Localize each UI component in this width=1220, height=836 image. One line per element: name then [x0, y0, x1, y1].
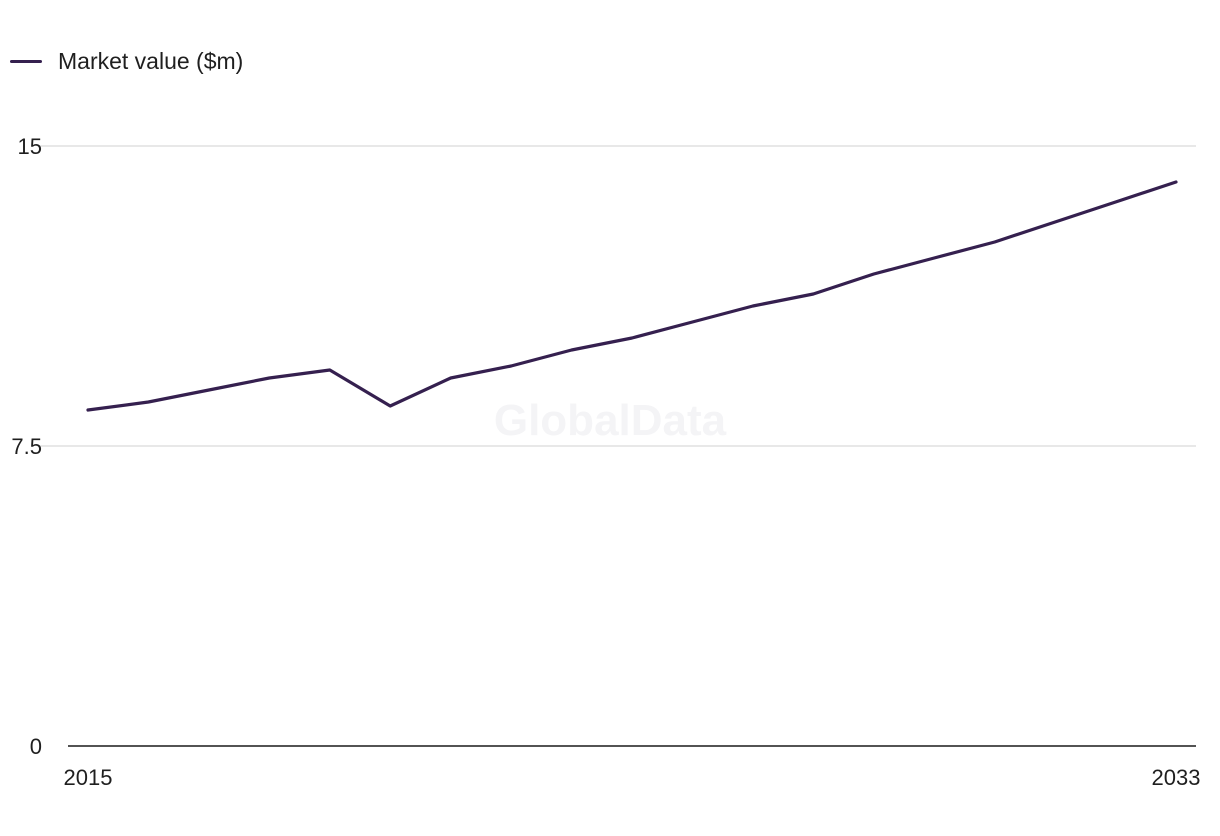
data-point	[993, 241, 996, 244]
data-point	[207, 389, 210, 392]
data-point	[268, 377, 271, 380]
data-point	[1175, 181, 1178, 184]
data-point	[570, 349, 573, 352]
data-point	[1054, 221, 1057, 224]
data-point	[87, 409, 90, 412]
x-tick-label: 2033	[1152, 765, 1201, 790]
series-layer	[86, 180, 1178, 412]
series-line	[86, 180, 1178, 412]
legend-swatch	[10, 59, 42, 63]
data-point	[933, 257, 936, 260]
data-point	[389, 405, 392, 408]
x-tick-label: 2015	[64, 765, 113, 790]
y-tick-label: 0	[30, 734, 42, 759]
data-point	[631, 337, 634, 340]
label-layer: 0 7.5 15 2015 2033	[11, 134, 1200, 790]
y-tick-label: 15	[18, 134, 42, 159]
y-tick-label: 7.5	[11, 434, 42, 459]
grid-layer	[40, 145, 1196, 447]
data-point	[147, 401, 150, 404]
legend-label: Market value ($m)	[58, 47, 244, 74]
data-point	[328, 369, 331, 372]
data-point	[449, 377, 452, 380]
data-point	[1114, 201, 1117, 204]
data-point	[751, 305, 754, 308]
chart-legend: Market value ($m)	[10, 46, 243, 76]
data-point	[510, 365, 513, 368]
data-point	[691, 321, 694, 324]
data-point	[872, 273, 875, 276]
watermark-text: GlobalData	[494, 396, 727, 445]
data-point	[812, 293, 815, 296]
